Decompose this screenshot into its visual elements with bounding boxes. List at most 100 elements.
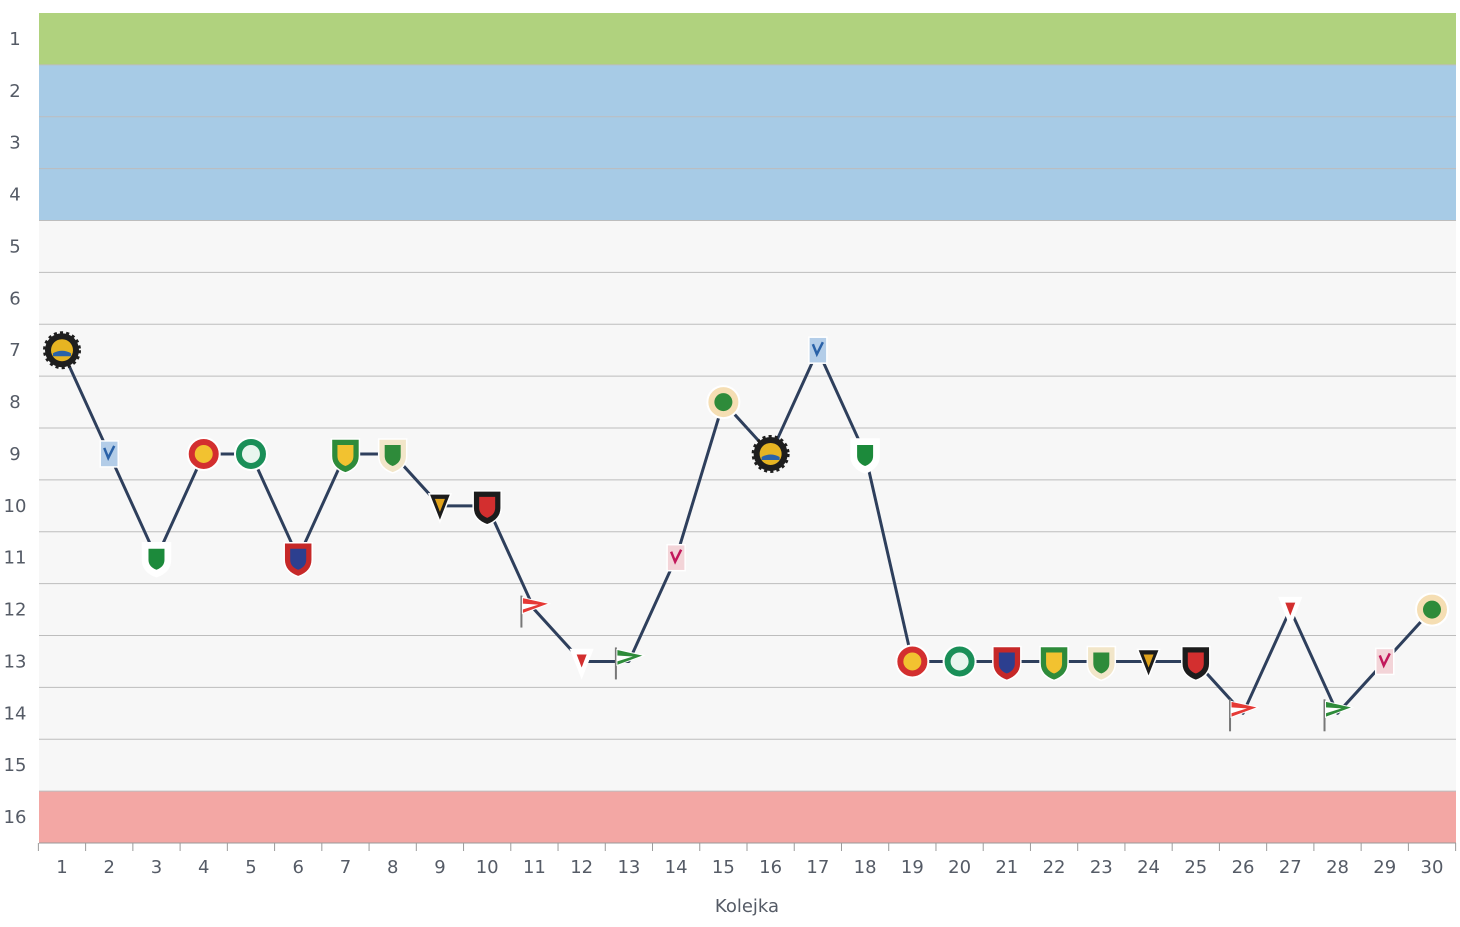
crest-green-round-icon: [942, 644, 977, 679]
x-tick-label-12: 12: [570, 857, 593, 878]
x-tick-label-25: 25: [1184, 857, 1207, 878]
crest-inner: [148, 548, 165, 570]
zone-band-4: [39, 791, 1456, 843]
crest-inner: [903, 652, 922, 671]
y-tick-label-4: 4: [9, 185, 20, 206]
crest-blue-square-icon: [808, 336, 828, 364]
y-tick-label-13: 13: [4, 651, 27, 672]
crest-gold-gear-icon: [751, 434, 790, 473]
x-tick-label-4: 4: [198, 857, 209, 878]
y-tick-label-10: 10: [4, 496, 27, 517]
x-tick-label-20: 20: [948, 857, 971, 878]
crest-green-red-shield-icon: [377, 438, 408, 474]
crest-inner: [1046, 652, 1063, 674]
crest-green-white-flag-icon: [614, 647, 646, 680]
y-tick-label-16: 16: [4, 807, 27, 828]
crest-inner: [1231, 707, 1248, 714]
x-tick-label-6: 6: [292, 857, 303, 878]
x-tick-label-8: 8: [387, 857, 398, 878]
crest-red-white-banner-icon: [666, 543, 686, 572]
x-tick-label-26: 26: [1232, 857, 1255, 878]
crest-inner: [290, 548, 307, 570]
crest-inner: [857, 444, 874, 466]
crest-inner: [194, 444, 213, 463]
crest-gold-gear-icon: [43, 331, 81, 370]
x-axis: 1 2 3 4 5 6 7 8 9 10 11 12 13 14 15 16 17 18 19 20 21 22 23 24 2…: [37, 842, 1457, 878]
crest-black-red-shield-icon: [1181, 645, 1211, 682]
y-tick-label-1: 1: [9, 29, 20, 50]
y-tick-label-2: 2: [9, 81, 20, 102]
crest-inner: [1378, 652, 1391, 669]
y-tick-label-7: 7: [9, 340, 20, 361]
x-tick-label-21: 21: [995, 857, 1018, 878]
crest-inner: [434, 498, 445, 512]
x-tick-label-27: 27: [1279, 857, 1302, 878]
crest-red-flag-icon: [520, 595, 552, 628]
crest-detail: [761, 454, 780, 460]
crest-green-round-icon: [233, 436, 268, 471]
crest-inner: [1423, 600, 1441, 619]
y-tick-label-14: 14: [4, 703, 27, 724]
y-tick-label-9: 9: [9, 444, 20, 465]
crest-white-green-shield-icon: [141, 541, 172, 578]
x-tick-label-14: 14: [665, 857, 688, 878]
x-tick-label-2: 2: [104, 857, 115, 878]
crest-red-blue-shield-icon: [283, 541, 313, 578]
crest-red-yellow-pennant-icon: [427, 493, 453, 524]
crest-green-red-shield-icon: [1086, 645, 1117, 682]
crest-inner: [1187, 652, 1204, 674]
x-tick-label-10: 10: [476, 857, 499, 878]
crest-red-blue-shield-icon: [992, 645, 1022, 682]
club-crest-markers: [43, 331, 1449, 732]
crest-green-yellow-shield-icon: [1039, 645, 1069, 682]
y-tick-label-3: 3: [9, 133, 20, 154]
x-tick-label-11: 11: [523, 857, 546, 878]
x-tick-label-1: 1: [56, 857, 67, 878]
y-tick-label-11: 11: [4, 548, 27, 569]
crest-inner: [1285, 602, 1296, 616]
x-tick-label-17: 17: [806, 857, 829, 878]
y-tick-label-5: 5: [9, 236, 20, 257]
x-tick-label-9: 9: [434, 857, 445, 878]
x-tick-label-22: 22: [1043, 857, 1066, 878]
crest-inner: [811, 341, 824, 358]
x-tick-label-3: 3: [151, 857, 162, 878]
y-tick-label-8: 8: [9, 392, 20, 413]
crest-red-blue-pennant-icon: [569, 648, 594, 680]
crest-inner: [950, 652, 969, 671]
crest-inner: [384, 444, 401, 466]
crest-inner: [241, 444, 260, 463]
crest-inner: [669, 549, 683, 565]
crest-green-white-flag-icon: [1323, 699, 1355, 732]
crest-red-yellow-pennant-icon: [1136, 648, 1161, 680]
x-tick-label-15: 15: [712, 857, 735, 878]
crest-inner: [714, 393, 733, 412]
crest-red-yellow-round-icon: [895, 644, 930, 679]
crest-inner: [103, 445, 116, 461]
crest-red-white-banner-icon: [1375, 647, 1395, 676]
crest-green-yellow-round-icon: [1415, 592, 1449, 627]
zone-band-1: [39, 13, 1456, 65]
crest-inner: [1325, 707, 1342, 714]
y-tick-label-6: 6: [9, 288, 20, 309]
crest-inner: [576, 654, 587, 668]
x-tick-label-18: 18: [854, 857, 877, 878]
y-tick-label-15: 15: [4, 755, 27, 776]
zone-band-2: [39, 64, 1456, 221]
crest-inner: [51, 339, 73, 362]
crest-red-yellow-round-icon: [186, 436, 221, 471]
x-axis-title: Kolejka: [715, 896, 779, 917]
crest-inner: [759, 442, 782, 465]
crest-inner: [522, 603, 539, 610]
x-tick-label-7: 7: [340, 857, 351, 878]
x-tick-label-5: 5: [245, 857, 256, 878]
crest-black-red-shield-icon: [472, 490, 502, 526]
crest-inner: [998, 652, 1015, 674]
crest-inner: [337, 444, 354, 466]
crest-inner: [616, 655, 633, 662]
crest-inner: [479, 496, 496, 518]
crest-blue-square-icon: [99, 440, 119, 468]
x-tick-label-16: 16: [759, 857, 782, 878]
